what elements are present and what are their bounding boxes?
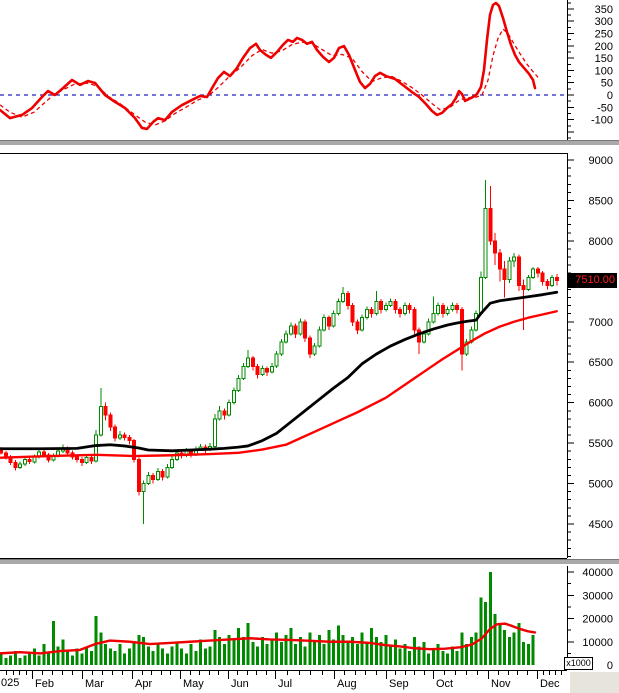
svg-text:Nov: Nov [491,678,511,690]
svg-text:10000: 10000 [582,637,613,649]
time-axis: Feb Mar Apr May Jun Jul Aug Sep Oct Nov Dec [6,671,562,690]
svg-text:Jun: Jun [231,678,249,690]
panel-splitter[interactable] [0,140,619,146]
month-labels: Feb Mar Apr May Jun Jul Aug Sep Oct Nov Dec [35,678,560,690]
volume-bars [0,572,535,666]
svg-text:0: 0 [607,90,613,102]
y-axis [567,566,574,670]
svg-text:8500: 8500 [589,195,613,207]
svg-text:200: 200 [595,41,613,53]
svg-text:9000: 9000 [589,155,613,167]
svg-text:30000: 30000 [582,590,613,602]
svg-text:-100: -100 [591,115,613,127]
volume-panel[interactable]: 40000 30000 20000 10000 0 [0,566,619,671]
momentum-signal-line [0,28,539,126]
svg-text:6000: 6000 [589,398,613,410]
svg-text:5000: 5000 [589,479,613,491]
price-panel[interactable]: 9000850080007500700065006000550050004500 [0,153,619,559]
svg-text:6500: 6500 [589,357,613,369]
svg-text:4500: 4500 [589,519,613,531]
volume-unit-label: x1000 [564,657,593,670]
svg-text:Apr: Apr [135,678,152,690]
svg-text:50: 50 [601,78,613,90]
svg-text:7000: 7000 [589,317,613,329]
ma-long [0,310,558,459]
last-price-badge: 7510.00 [567,273,617,288]
svg-text:150: 150 [595,53,613,65]
svg-text:0: 0 [607,660,613,671]
y-axis [567,0,574,140]
panel-splitter[interactable] [0,559,619,565]
svg-text:Aug: Aug [337,678,357,690]
volume-ma-line [0,622,537,655]
ma-medium [0,290,559,453]
svg-text:8000: 8000 [589,236,613,248]
svg-text:300: 300 [595,16,613,28]
momentum-line [0,1,537,131]
y-axis [567,153,574,558]
svg-text:Oct: Oct [436,678,453,690]
svg-text:100: 100 [595,65,613,77]
y-axis-labels: 40000 30000 20000 10000 0 [582,567,613,671]
svg-text:40000: 40000 [582,567,613,579]
year-label: 025 [1,677,20,689]
svg-text:Mar: Mar [85,678,104,690]
svg-text:20000: 20000 [582,614,613,626]
candles [0,180,559,524]
svg-text:350: 350 [595,4,613,16]
svg-text:May: May [183,678,204,690]
svg-text:-50: -50 [597,102,613,114]
svg-text:Sep: Sep [389,678,409,690]
svg-text:Feb: Feb [35,678,54,690]
svg-text:250: 250 [595,29,613,41]
svg-text:5500: 5500 [589,438,613,450]
svg-text:Dec: Dec [540,678,560,690]
y-axis-labels: 9000850080007500700065006000550050004500 [589,155,613,531]
time-ticks [6,671,562,679]
svg-text:Jul: Jul [278,678,292,690]
axis-corner [570,672,619,693]
